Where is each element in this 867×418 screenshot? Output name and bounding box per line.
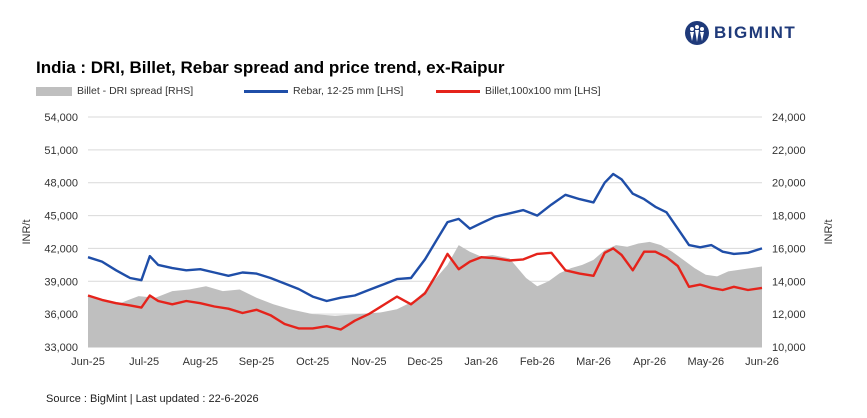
legend-item-billet: Billet,100x100 mm [LHS] [436,85,601,97]
x-tick-label: Jun-26 [745,356,779,368]
series-line-rebar [87,172,763,303]
source-note: Source : BigMint | Last updated : 22-6-2… [46,393,259,405]
y-tick-label-left: 48,000 [44,178,78,190]
x-tick-label: Oct-25 [296,356,329,368]
y-tick-label-left: 39,000 [44,276,78,288]
y-tick-label-right: 12,000 [772,309,806,321]
x-tick-label: Dec-25 [407,356,442,368]
legend-swatch-rebar [244,89,288,93]
x-tick-label: Aug-25 [183,356,218,368]
legend-label-spread: Billet - DRI spread [RHS] [77,85,194,97]
y-axis-label-left: INR/t [21,219,33,244]
legend-swatch-spread [36,86,72,96]
y-tick-label-right: 18,000 [772,211,806,223]
y-tick-label-left: 45,000 [44,211,78,223]
y-tick-label-right: 22,000 [772,145,806,157]
chart-title: India : DRI, Billet, Rebar spread and pr… [36,58,505,77]
series-line-billet [87,247,763,331]
legend-label-rebar: Rebar, 12-25 mm [LHS] [293,85,404,97]
legend-item-rebar: Rebar, 12-25 mm [LHS] [244,85,403,97]
x-tick-label: Mar-26 [576,356,611,368]
bigmint-logo: BIGMINT [684,20,834,46]
x-tick-label: Sep-25 [239,356,274,368]
x-tick-label: Nov-25 [351,356,386,368]
x-tick-label: Apr-26 [633,356,666,368]
y-tick-label-right: 16,000 [772,243,806,255]
bigmint-logo-icon [685,21,709,45]
x-tick-label: Jan-26 [464,356,498,368]
y-tick-label-right: 14,000 [772,276,806,288]
y-tick-label-left: 42,000 [44,243,78,255]
legend-swatch-billet [436,89,480,93]
y-tick-label-left: 51,000 [44,145,78,157]
x-tick-label: May-26 [687,356,724,368]
x-tick-label: Feb-26 [520,356,555,368]
brand-name: BIGMINT [714,23,797,42]
x-tick-label: Jun-25 [71,356,105,368]
legend-item-spread: Billet - DRI spread [RHS] [36,85,193,97]
y-tick-label-right: 24,000 [772,112,806,124]
legend-label-billet: Billet,100x100 mm [LHS] [485,85,601,97]
x-tick-label: Jul-25 [129,356,159,368]
y-tick-label-right: 10,000 [772,342,806,354]
y-tick-label-right: 20,000 [772,178,806,190]
y-tick-label-left: 54,000 [44,112,78,124]
y-axis-label-right: INR/t [823,219,835,244]
y-tick-label-left: 36,000 [44,309,78,321]
y-tick-label-left: 33,000 [44,342,78,354]
